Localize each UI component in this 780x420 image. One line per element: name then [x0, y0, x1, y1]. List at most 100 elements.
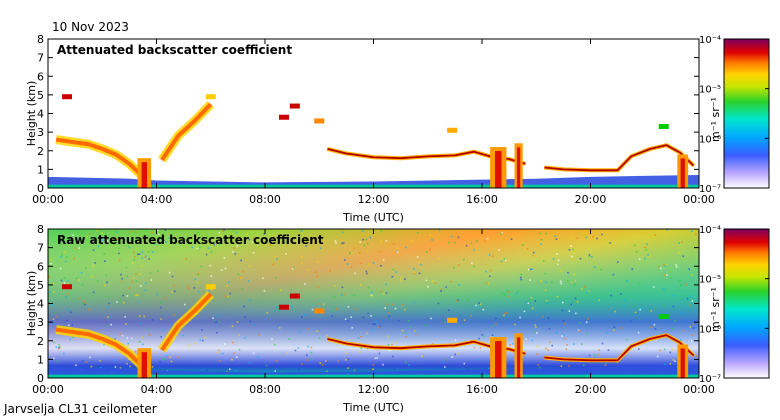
- aerosol-blob: [289, 103, 300, 109]
- noise-speck: [360, 284, 362, 286]
- noise-speck: [249, 265, 251, 267]
- noise-speck: [212, 317, 214, 319]
- noise-speck: [78, 297, 81, 300]
- noise-speck: [219, 234, 222, 237]
- noise-speck: [135, 230, 137, 233]
- noise-speck: [509, 328, 512, 330]
- noise-speck: [52, 318, 55, 320]
- noise-speck: [171, 275, 174, 278]
- noise-speck: [396, 251, 399, 253]
- cloud-layer: [55, 327, 145, 369]
- noise-speck: [663, 348, 666, 351]
- noise-speck: [141, 265, 143, 267]
- noise-speck: [306, 354, 308, 356]
- noise-speck: [124, 316, 127, 318]
- noise-speck: [606, 332, 609, 334]
- noise-speck: [650, 326, 653, 328]
- noise-speck: [540, 243, 542, 245]
- noise-speck: [638, 348, 640, 350]
- noise-speck: [565, 348, 568, 351]
- noise-speck: [653, 323, 656, 326]
- noise-speck: [269, 244, 271, 247]
- noise-speck: [126, 337, 129, 339]
- noise-speck: [500, 260, 503, 263]
- noise-speck: [512, 343, 514, 345]
- noise-speck: [526, 248, 529, 250]
- noise-speck: [310, 346, 313, 349]
- noise-speck: [372, 262, 375, 264]
- noise-speck: [393, 368, 396, 370]
- noise-speck: [301, 262, 303, 265]
- noise-speck: [601, 233, 603, 236]
- noise-speck: [560, 282, 563, 285]
- noise-speck: [354, 308, 357, 311]
- x-tick-label: 12:00: [358, 383, 390, 396]
- noise-speck: [137, 301, 140, 303]
- noise-speck: [369, 236, 372, 239]
- noise-speck: [199, 339, 202, 341]
- noise-speck: [344, 318, 347, 320]
- noise-speck: [579, 257, 582, 260]
- noise-speck: [485, 282, 488, 284]
- noise-speck: [307, 269, 309, 271]
- noise-speck: [437, 302, 440, 305]
- noise-speck: [63, 352, 65, 355]
- noise-speck: [392, 268, 395, 271]
- noise-speck: [556, 295, 559, 298]
- cloud-layer: [544, 334, 695, 362]
- noise-speck: [483, 240, 486, 242]
- noise-speck: [153, 243, 156, 245]
- noise-speck: [326, 335, 328, 337]
- noise-speck: [379, 290, 382, 293]
- noise-speck: [242, 270, 244, 273]
- noise-speck: [273, 343, 276, 346]
- noise-speck: [299, 330, 301, 333]
- noise-speck: [317, 286, 320, 288]
- noise-speck: [248, 238, 251, 241]
- noise-speck: [151, 319, 154, 321]
- noise-speck: [63, 277, 66, 279]
- noise-speck: [59, 267, 62, 270]
- noise-speck: [544, 272, 547, 275]
- noise-speck: [655, 338, 658, 341]
- noise-speck: [128, 246, 131, 249]
- noise-speck: [71, 324, 74, 326]
- noise-speck: [495, 322, 497, 325]
- noise-speck: [200, 265, 203, 268]
- noise-speck: [121, 334, 124, 337]
- noise-speck: [545, 299, 548, 302]
- noise-speck: [633, 305, 635, 307]
- noise-speck: [164, 229, 167, 231]
- noise-speck: [56, 360, 59, 363]
- noise-speck: [663, 304, 665, 307]
- noise-speck: [379, 325, 381, 328]
- noise-speck: [366, 272, 368, 275]
- y-tick-label: 3: [37, 316, 44, 329]
- noise-speck: [278, 327, 281, 329]
- noise-speck: [81, 283, 84, 286]
- colorbar-tick-label: 10⁻⁷: [699, 374, 721, 385]
- noise-speck: [513, 323, 516, 326]
- y-tick-label: 2: [37, 145, 44, 158]
- noise-speck: [489, 275, 491, 278]
- noise-speck: [519, 276, 522, 279]
- noise-speck: [104, 284, 106, 287]
- noise-speck: [681, 241, 683, 243]
- noise-speck: [107, 295, 110, 298]
- noise-speck: [434, 282, 437, 284]
- panel-raw: Raw attenuated backscatter coefficient 0 1…: [25, 223, 770, 414]
- noise-speck: [257, 356, 260, 358]
- y-tick-label: 7: [37, 242, 44, 255]
- noise-speck: [559, 280, 562, 283]
- noise-speck: [210, 251, 213, 253]
- noise-speck: [568, 248, 571, 251]
- colorbar-tick-label: 10⁻⁵: [699, 85, 721, 96]
- noise-speck: [672, 327, 674, 330]
- noise-speck: [50, 262, 52, 265]
- noise-speck: [253, 237, 255, 240]
- noise-speck: [156, 229, 159, 232]
- noise-speck: [67, 293, 70, 295]
- noise-speck: [545, 232, 547, 235]
- noise-speck: [258, 334, 260, 336]
- noise-speck: [639, 308, 641, 311]
